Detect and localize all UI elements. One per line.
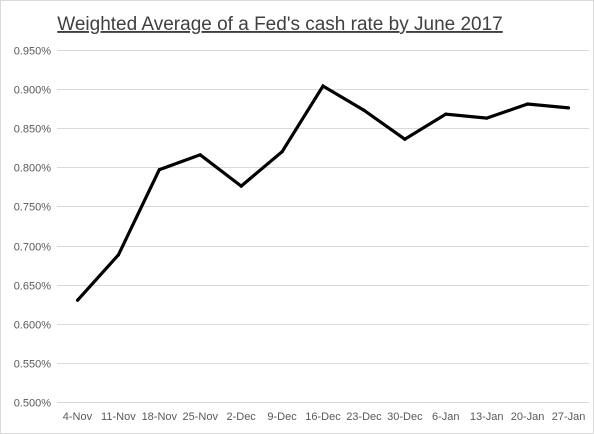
- gridlines: [57, 50, 589, 403]
- y-tick-label: 0.750%: [14, 202, 52, 214]
- y-tick-label: 0.600%: [14, 320, 52, 332]
- y-tick-label: 0.500%: [14, 398, 52, 410]
- x-tick-label: 11-Nov: [101, 411, 136, 423]
- x-tick-label: 16-Dec: [305, 411, 341, 423]
- series-layer: [75, 83, 571, 302]
- x-tick-label: 2-Dec: [226, 411, 256, 423]
- data-point: [116, 253, 120, 257]
- x-tick-label: 13-Jan: [470, 411, 504, 423]
- data-point: [239, 184, 243, 188]
- x-tick-label: 23-Dec: [346, 411, 382, 423]
- x-tick-label: 30-Dec: [387, 411, 423, 423]
- x-tick-label: 27-Jan: [552, 411, 586, 423]
- data-point: [157, 168, 161, 172]
- y-tick-label: 0.550%: [14, 359, 52, 371]
- x-tick-label: 25-Nov: [182, 411, 218, 423]
- x-tick-label: 20-Jan: [511, 411, 545, 423]
- x-tick-label: 6-Jan: [432, 411, 460, 423]
- data-point: [198, 153, 202, 157]
- data-point: [403, 137, 407, 141]
- y-tick-label: 0.800%: [14, 163, 52, 175]
- data-point: [321, 84, 325, 88]
- y-tick-label: 0.950%: [14, 46, 52, 58]
- y-tick-label: 0.850%: [14, 124, 52, 136]
- series-line: [76, 83, 569, 302]
- data-point: [566, 106, 571, 110]
- y-tick-label: 0.650%: [14, 281, 52, 293]
- y-tick-label: 0.700%: [14, 242, 52, 254]
- x-tick-label: 4-Nov: [63, 411, 93, 423]
- data-point: [444, 112, 448, 116]
- y-tick-label: 0.900%: [14, 85, 52, 97]
- data-point: [280, 150, 284, 154]
- x-tick-label: 18-Nov: [142, 411, 178, 423]
- y-axis-tick-labels: 0.500% 0.550% 0.600% 0.650% 0.700% 0.750% 0.80…: [14, 46, 52, 410]
- x-tick-label: 9-Dec: [267, 411, 297, 423]
- data-point: [75, 298, 80, 302]
- data-point: [485, 116, 489, 120]
- chart-title: Weighted Average of a Fed's cash rate by…: [57, 14, 503, 35]
- x-axis-tick-labels: 4-Nov 11-Nov 18-Nov 25-Nov 2-Dec 9-Dec 16-Dec 2…: [63, 411, 586, 423]
- data-point: [362, 108, 366, 112]
- data-point: [526, 102, 530, 106]
